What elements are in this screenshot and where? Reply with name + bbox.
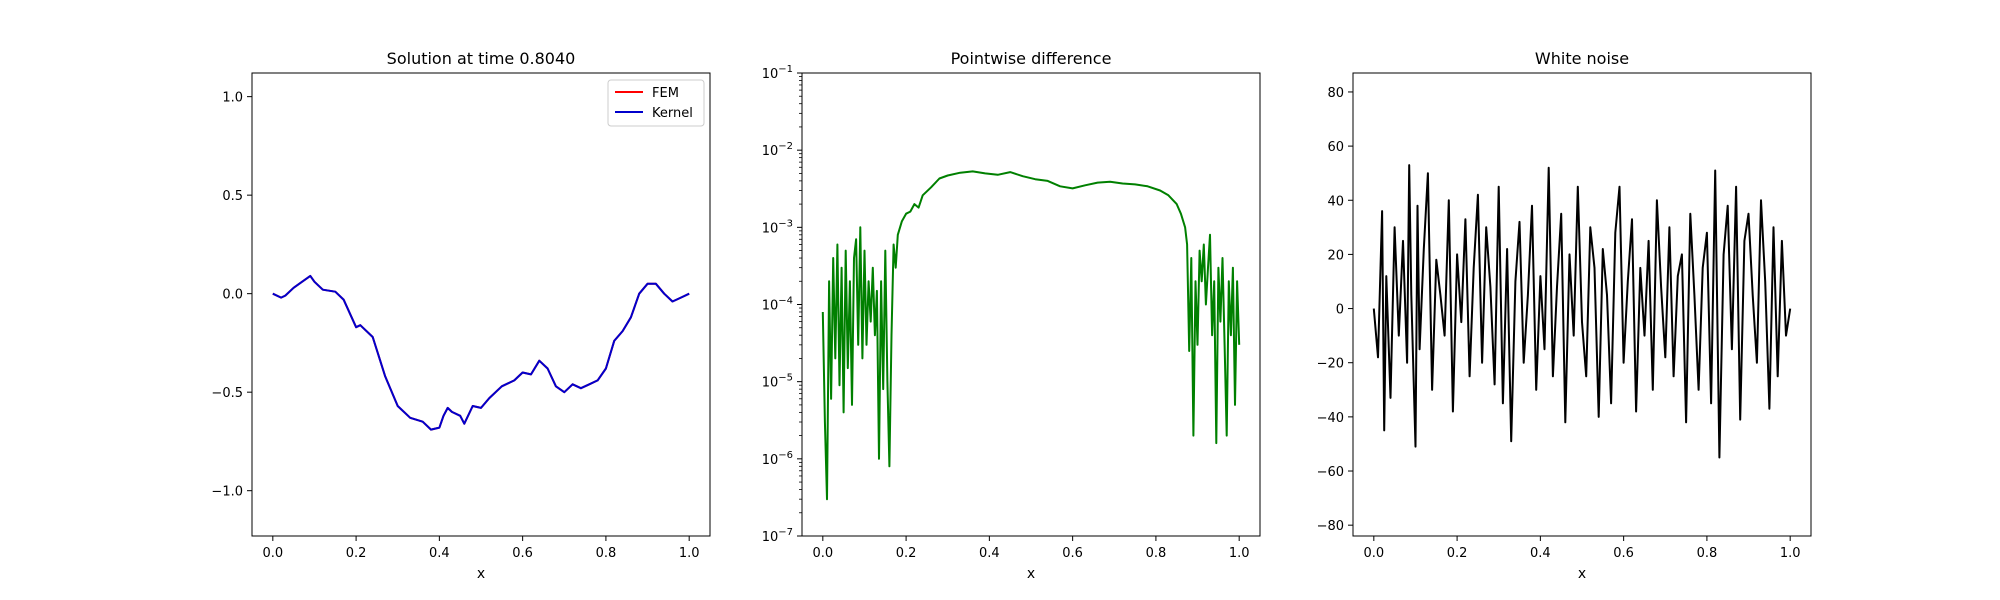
solution-legend: FEM Kernel xyxy=(607,79,705,127)
solution-x-ticks: 0.0 0.2 0.4 0.6 0.8 1.0 xyxy=(262,536,700,561)
difference-y-tick-label: 10−6 xyxy=(762,450,793,468)
difference-panel: Pointwise difference 0.0 0.2 0.4 0.6 0.8 1.0 … xyxy=(762,49,1261,582)
solution-plot-area xyxy=(272,274,690,431)
noise-x-tick-label: 0.0 xyxy=(1363,546,1384,561)
difference-x-tick-label: 0.2 xyxy=(896,546,917,561)
kernel-series-line xyxy=(272,274,690,431)
solution-panel: Solution at time 0.8040 0.0 0.2 0.4 0.6 0.8 1… xyxy=(211,49,711,582)
solution-x-tick-label: 0.4 xyxy=(429,546,450,561)
noise-y-tick-label: 0 xyxy=(1336,303,1344,318)
noise-y-tick-label: −40 xyxy=(1317,411,1344,426)
solution-y-tick-label: −1.0 xyxy=(211,485,243,500)
difference-y-tick-label: 10−2 xyxy=(762,141,793,159)
noise-y-ticks: −80 −60 −40 −20 0 20 40 60 80 xyxy=(1317,86,1353,534)
noise-x-ticks: 0.0 0.2 0.4 0.6 0.8 1.0 xyxy=(1363,536,1801,561)
solution-chart-title: Solution at time 0.8040 xyxy=(387,49,576,68)
difference-x-ticks: 0.0 0.2 0.4 0.6 0.8 1.0 xyxy=(812,536,1250,561)
noise-x-tick-label: 0.8 xyxy=(1697,546,1718,561)
noise-axes-frame xyxy=(1352,72,1812,537)
solution-x-axis-label: x xyxy=(477,566,485,582)
solution-axes-frame xyxy=(251,72,711,537)
difference-x-tick-label: 0.8 xyxy=(1146,546,1167,561)
noise-y-tick-label: 80 xyxy=(1327,86,1344,101)
noise-x-tick-label: 0.4 xyxy=(1530,546,1551,561)
legend-fem-label: FEM xyxy=(652,86,679,101)
difference-y-tick-label: 10−5 xyxy=(762,373,793,391)
solution-x-tick-label: 0.0 xyxy=(262,546,283,561)
noise-y-tick-label: −60 xyxy=(1317,465,1344,480)
legend-kernel-label: Kernel xyxy=(652,106,693,121)
noise-y-tick-label: 20 xyxy=(1327,248,1344,263)
difference-x-tick-label: 0.6 xyxy=(1062,546,1083,561)
solution-x-tick-label: 0.8 xyxy=(596,546,617,561)
difference-y-tick-label: 10−4 xyxy=(762,296,793,314)
difference-y-tick-label: 10−3 xyxy=(762,218,793,236)
difference-series-line xyxy=(821,170,1241,501)
difference-chart-title: Pointwise difference xyxy=(951,49,1112,68)
difference-y-tick-label: 10−7 xyxy=(762,527,793,545)
solution-y-tick-label: 1.0 xyxy=(222,91,243,106)
noise-y-tick-label: −80 xyxy=(1317,519,1344,534)
noise-x-tick-label: 0.6 xyxy=(1613,546,1634,561)
noise-plot-area xyxy=(1372,164,1792,459)
difference-y-ticks: 10−7 10−6 10−5 10−4 10−3 10−2 10−1 xyxy=(762,64,802,545)
solution-y-tick-label: −0.5 xyxy=(211,386,243,401)
difference-x-axis-label: x xyxy=(1027,566,1035,582)
solution-x-tick-label: 1.0 xyxy=(679,546,700,561)
solution-x-tick-label: 0.6 xyxy=(512,546,533,561)
solution-y-tick-label: 0.0 xyxy=(222,288,243,303)
noise-x-tick-label: 1.0 xyxy=(1780,546,1801,561)
solution-y-tick-label: 0.5 xyxy=(222,189,243,204)
noise-series-line xyxy=(1372,164,1792,459)
noise-y-tick-label: 60 xyxy=(1327,140,1344,155)
difference-y-tick-label: 10−1 xyxy=(762,64,793,82)
difference-x-tick-label: 1.0 xyxy=(1229,546,1250,561)
difference-x-tick-label: 0.0 xyxy=(812,546,833,561)
solution-x-tick-label: 0.2 xyxy=(346,546,367,561)
noise-y-tick-label: 40 xyxy=(1327,194,1344,209)
noise-y-tick-label: −20 xyxy=(1317,357,1344,372)
difference-x-tick-label: 0.4 xyxy=(979,546,1000,561)
noise-panel: White noise 0.0 0.2 0.4 0.6 0.8 1.0 −80 −60 −40… xyxy=(1317,49,1812,582)
noise-x-tick-label: 0.2 xyxy=(1447,546,1468,561)
solution-y-ticks: −1.0 −0.5 0.0 0.5 1.0 xyxy=(211,91,252,500)
difference-axes-frame xyxy=(801,72,1261,537)
noise-x-axis-label: x xyxy=(1578,566,1586,582)
difference-plot-area xyxy=(821,170,1241,501)
noise-chart-title: White noise xyxy=(1535,49,1629,68)
